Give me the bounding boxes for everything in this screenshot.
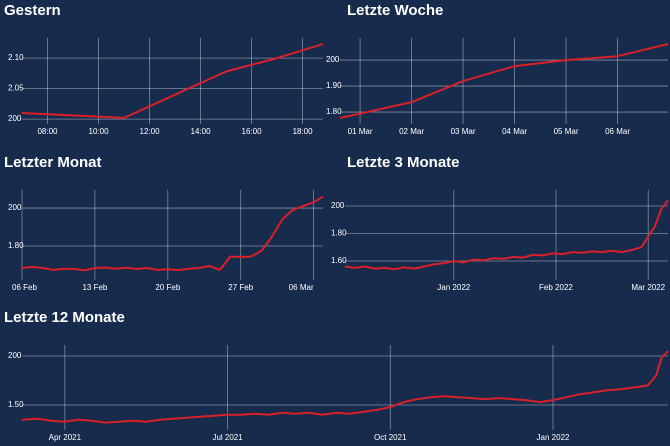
x-tick-label: Mar 2022 xyxy=(631,283,665,292)
y-tick-label: 1.60 xyxy=(331,256,347,265)
chart-title: Letzte 12 Monate xyxy=(4,309,125,326)
price-line xyxy=(339,43,669,119)
x-tick-label: 20 Feb xyxy=(155,283,180,292)
y-tick-label: 1.80 xyxy=(8,241,24,250)
chart-title: Letzte 3 Monate xyxy=(347,154,460,171)
chart-title: Letzter Monat xyxy=(4,154,102,171)
x-tick-label: 18:00 xyxy=(293,127,314,136)
y-tick-label: 2.05 xyxy=(8,84,24,93)
chart-title: Gestern xyxy=(4,2,61,19)
x-tick-label: Apr 2021 xyxy=(49,433,82,442)
price-line xyxy=(21,350,669,424)
x-tick-label: 01 Mar xyxy=(348,127,373,136)
x-tick-label: 14:00 xyxy=(191,127,212,136)
y-tick-label: 1.90 xyxy=(326,81,342,90)
x-tick-label: Oct 2021 xyxy=(374,433,407,442)
x-tick-label: 06 Mar xyxy=(605,127,630,136)
x-tick-label: 04 Mar xyxy=(502,127,527,136)
x-tick-label: 02 Mar xyxy=(399,127,424,136)
x-tick-label: 27 Feb xyxy=(228,283,253,292)
x-tick-label: Feb 2022 xyxy=(539,283,573,292)
x-tick-label: 06 Mar xyxy=(289,283,314,292)
y-tick-label: 200 xyxy=(331,201,345,210)
x-tick-label: 08:00 xyxy=(37,127,58,136)
y-tick-label: 200 xyxy=(8,203,22,212)
y-tick-label: 1.50 xyxy=(8,400,24,409)
y-tick-label: 200 xyxy=(8,351,22,360)
y-tick-label: 2.10 xyxy=(8,53,24,62)
x-tick-label: Jul 2021 xyxy=(212,433,243,442)
y-tick-label: 1.80 xyxy=(326,107,342,116)
y-tick-label: 200 xyxy=(326,55,340,64)
price-line xyxy=(344,199,669,271)
y-tick-label: 200 xyxy=(8,114,22,123)
chart-title: Letzte Woche xyxy=(347,2,443,19)
x-tick-label: Jan 2022 xyxy=(437,283,470,292)
x-tick-label: 16:00 xyxy=(242,127,263,136)
y-tick-label: 1.80 xyxy=(331,229,347,238)
x-tick-label: 10:00 xyxy=(89,127,110,136)
x-tick-label: 12:00 xyxy=(140,127,161,136)
x-tick-label: Jan 2022 xyxy=(537,433,570,442)
price-line xyxy=(21,43,324,119)
x-tick-label: 13 Feb xyxy=(82,283,107,292)
x-tick-label: 03 Mar xyxy=(451,127,476,136)
price-line xyxy=(21,195,324,272)
x-tick-label: 05 Mar xyxy=(554,127,579,136)
x-tick-label: 06 Feb xyxy=(12,283,37,292)
